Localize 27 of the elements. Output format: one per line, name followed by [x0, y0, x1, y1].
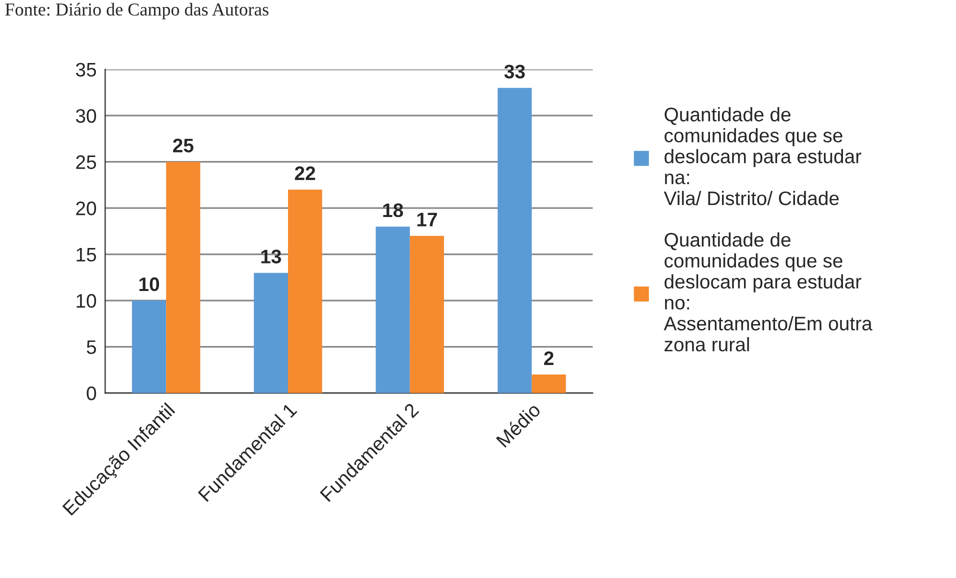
- y-tick-label: 5: [86, 340, 96, 354]
- y-tick-label: 30: [76, 109, 96, 123]
- y-tick-label: 20: [76, 202, 96, 216]
- data-label: 17: [417, 212, 437, 226]
- y-tick-label: 10: [76, 294, 96, 308]
- y-tick-label: 15: [76, 248, 96, 262]
- y-tick-label: 35: [76, 62, 96, 77]
- y-tick-label: 25: [76, 155, 96, 170]
- data-label: 2: [544, 351, 554, 365]
- bar: [498, 88, 532, 394]
- bar: [376, 226, 410, 394]
- y-tick-label: 0: [86, 386, 96, 400]
- data-label: 33: [504, 64, 525, 78]
- legend-label: Quantidade de comunidades que se deslocam para estudar no: Assentamento/Em outra zona rural: [664, 232, 872, 352]
- bar: [166, 162, 200, 394]
- data-label: 10: [139, 277, 160, 292]
- source-note: Fonte: Diário de Campo das Autoras: [5, 2, 268, 20]
- bar: [254, 272, 288, 394]
- bar: [532, 374, 566, 394]
- data-label: 18: [383, 203, 404, 218]
- data-label: 13: [261, 250, 282, 264]
- legend-label: Quantidade de comunidades que se deslocam para estudar na: Vila/ Distrito/ Cidade: [664, 107, 862, 206]
- bar: [132, 300, 166, 394]
- data-label: 25: [173, 138, 194, 152]
- bar: [410, 236, 444, 394]
- bar: [288, 190, 322, 394]
- data-label: 22: [294, 166, 316, 180]
